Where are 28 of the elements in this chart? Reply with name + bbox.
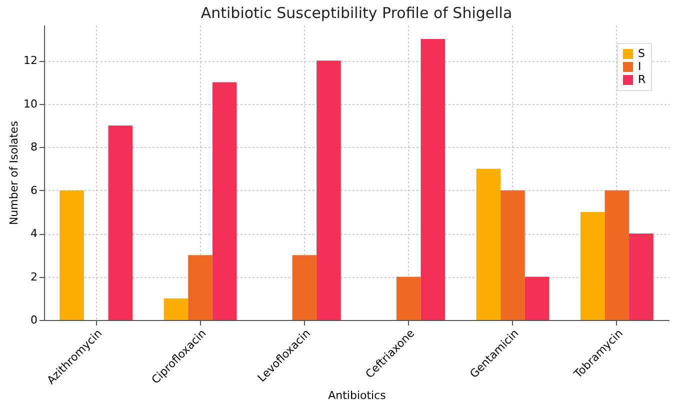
bar xyxy=(212,82,237,320)
legend-label: R xyxy=(638,73,646,86)
legend-label: I xyxy=(638,60,642,73)
chart-title: Antibiotic Susceptibility Profile of Shigella xyxy=(200,4,512,22)
bar xyxy=(629,234,654,320)
bar xyxy=(420,39,446,320)
bar xyxy=(60,190,84,320)
y-tick-label: 4 xyxy=(30,227,38,240)
legend-label: S xyxy=(638,47,645,60)
bar xyxy=(292,255,317,320)
bar xyxy=(580,212,605,320)
y-tick-label: 6 xyxy=(30,184,38,197)
y-tick-label: 10 xyxy=(24,97,38,110)
bar xyxy=(524,276,550,320)
bar xyxy=(164,298,188,320)
y-tick-label: 12 xyxy=(24,54,38,68)
bar xyxy=(188,255,212,320)
x-axis-title: Antibiotics xyxy=(328,389,386,402)
bar xyxy=(396,276,421,320)
y-tick-label: 8 xyxy=(30,140,38,154)
y-tick-label: 0 xyxy=(30,314,38,326)
bar xyxy=(476,168,501,320)
y-tick-label: 2 xyxy=(30,270,38,284)
y-axis-title: Number of Isolates xyxy=(8,120,21,226)
bar xyxy=(604,190,630,320)
bar xyxy=(316,60,341,320)
bar xyxy=(108,125,133,320)
bar xyxy=(500,190,525,320)
